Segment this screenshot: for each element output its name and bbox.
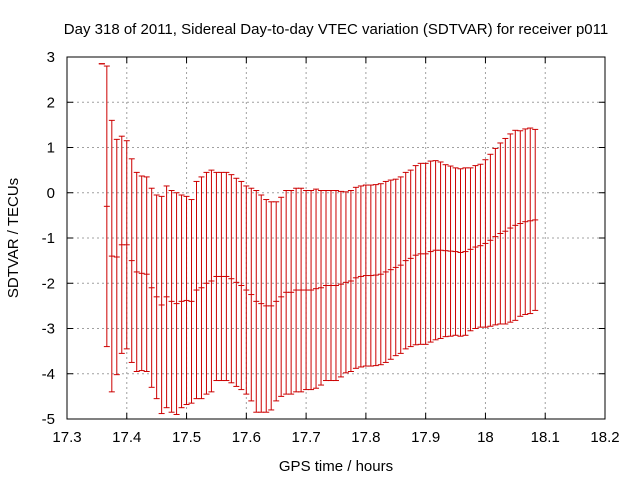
error-bar — [128, 158, 135, 363]
error-bar — [392, 178, 399, 357]
y-tick-label: 2 — [47, 94, 55, 111]
error-bar — [472, 165, 479, 329]
error-bar — [103, 65, 110, 348]
error-bar — [457, 168, 464, 337]
error-bar — [452, 167, 459, 336]
error-bar — [153, 194, 160, 400]
x-tick-label: 17.8 — [351, 429, 380, 446]
x-tick-label: 17.3 — [52, 429, 81, 446]
tick-marks — [66, 56, 606, 420]
x-axis-label: GPS time / hours — [279, 458, 393, 475]
error-bar — [482, 159, 489, 328]
error-bar — [522, 128, 529, 315]
error-bar — [233, 177, 240, 387]
chart-title: Day 318 of 2011, Sidereal Day-to-day VTE… — [64, 21, 608, 38]
error-bar — [123, 140, 130, 350]
error-bar — [208, 169, 215, 393]
error-bar — [138, 175, 145, 372]
x-tick-label: 18.1 — [531, 429, 560, 446]
error-bar — [113, 138, 120, 376]
error-bar — [133, 171, 140, 372]
error-bar — [108, 119, 115, 393]
error-bar — [377, 183, 384, 366]
x-tick-labels: 17.3 17.4 17.5 17.6 17.7 17.8 17.9 18 18.1 18.2 — [52, 429, 619, 446]
error-bar — [397, 176, 404, 354]
error-bar — [163, 185, 170, 409]
error-bar — [298, 187, 305, 393]
error-bar — [243, 185, 250, 395]
error-bar — [507, 133, 514, 323]
error-bar — [318, 189, 325, 386]
error-bar — [313, 188, 320, 389]
y-axis-label: SDTVAR / TECUs — [5, 178, 22, 298]
error-bar — [357, 185, 364, 368]
error-bar — [342, 191, 349, 374]
error-bar — [168, 189, 175, 413]
error-bar — [203, 171, 210, 395]
error-bar — [422, 162, 429, 345]
y-tick-label: -4 — [42, 366, 55, 383]
error-bar — [382, 180, 389, 363]
error-bar — [228, 174, 235, 384]
error-bar — [372, 184, 379, 367]
y-tick-labels: -5 -4 -3 -2 -1 0 1 2 3 — [42, 49, 55, 428]
y-tick-label: -2 — [42, 275, 55, 292]
x-tick-label: 17.9 — [411, 429, 440, 446]
error-bar — [487, 153, 494, 327]
error-bar — [332, 189, 339, 382]
y-tick-label: -3 — [42, 321, 55, 338]
error-bar — [352, 186, 359, 369]
error-bar — [273, 201, 280, 402]
error-bar — [193, 180, 200, 400]
x-tick-label: 17.4 — [112, 429, 141, 446]
x-tick-label: 17.6 — [232, 429, 261, 446]
error-bar — [427, 160, 434, 343]
error-bar — [278, 196, 285, 397]
x-tick-label: 18.2 — [590, 429, 619, 446]
error-bar — [527, 127, 534, 315]
error-bar — [337, 190, 344, 378]
error-bar — [198, 176, 205, 400]
error-bar — [183, 195, 190, 406]
error-bar — [268, 201, 275, 411]
y-tick-label: 3 — [47, 49, 55, 66]
y-tick-label: -5 — [42, 411, 55, 428]
x-tick-label: 17.7 — [292, 429, 321, 446]
error-bar — [258, 194, 265, 413]
error-bar — [248, 187, 255, 402]
error-bar — [387, 179, 394, 360]
error-bar — [497, 142, 504, 325]
y-tick-label: 1 — [47, 140, 55, 157]
error-bar — [178, 194, 185, 409]
error-bar — [143, 176, 150, 372]
error-bar — [288, 189, 295, 395]
error-bar — [223, 171, 230, 382]
error-bar — [402, 171, 409, 350]
x-tick-label: 17.5 — [172, 429, 201, 446]
error-bar — [502, 137, 509, 325]
error-bar — [347, 189, 354, 372]
error-bar — [492, 147, 499, 326]
error-bar — [158, 195, 165, 415]
y-tick-label: 0 — [47, 185, 55, 202]
error-bar — [477, 163, 484, 328]
error-bar — [253, 189, 260, 413]
y-tick-label: -1 — [42, 230, 55, 247]
error-bar — [407, 169, 414, 348]
error-bar — [148, 187, 155, 388]
error-bar — [467, 167, 474, 332]
error-bar — [512, 129, 519, 321]
error-bars — [98, 63, 539, 415]
error-bar — [188, 199, 195, 404]
error-bar — [308, 189, 315, 391]
error-bar — [173, 192, 180, 415]
error-bar — [238, 180, 245, 391]
x-tick-label: 18 — [477, 429, 494, 446]
error-bar — [532, 128, 539, 311]
error-bar — [517, 130, 524, 317]
